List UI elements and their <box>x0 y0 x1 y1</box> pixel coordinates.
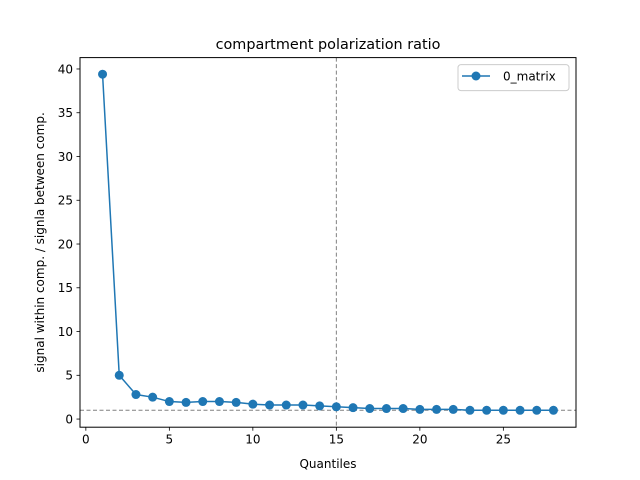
data-point <box>198 397 208 407</box>
axes-frame <box>79 57 577 428</box>
data-point <box>131 390 141 400</box>
legend-frame <box>457 64 570 92</box>
data-point <box>365 404 375 414</box>
y-tick-label: 40 <box>58 62 73 76</box>
data-point <box>381 404 391 414</box>
data-point <box>415 404 425 414</box>
data-point <box>248 399 258 409</box>
y-tick-label: 35 <box>58 106 73 120</box>
plot-area <box>80 57 576 428</box>
y-tick-label: 0 <box>65 412 73 426</box>
series-line <box>101 74 554 412</box>
y-tick-label: 10 <box>58 325 73 339</box>
x-tick-label: 20 <box>412 433 427 447</box>
y-tick-label: 20 <box>58 237 73 251</box>
data-point <box>148 392 158 402</box>
data-point <box>548 405 558 415</box>
chart-title: compartment polarization ratio <box>216 37 441 53</box>
data-point <box>231 397 241 407</box>
data-point <box>515 405 525 415</box>
data-point <box>214 397 224 407</box>
data-point <box>281 400 291 410</box>
data-point <box>532 405 542 415</box>
x-tick-label: 10 <box>245 433 260 447</box>
data-point <box>265 400 275 410</box>
data-point <box>298 400 308 410</box>
data-point <box>98 69 108 79</box>
data-point <box>398 404 408 414</box>
data-point <box>315 401 325 411</box>
data-point <box>498 405 508 415</box>
data-point <box>348 403 358 413</box>
data-point <box>164 397 174 407</box>
data-point <box>465 405 475 415</box>
y-tick-label: 30 <box>58 150 73 164</box>
y-tick-label: 15 <box>58 281 73 295</box>
x-tick-label: 15 <box>329 433 344 447</box>
y-tick-label: 25 <box>58 194 73 208</box>
data-point <box>331 402 341 412</box>
y-tick-label: 5 <box>65 369 73 383</box>
x-axis: 0 5 10 15 20 25 <box>82 427 511 447</box>
data-point <box>448 404 458 414</box>
x-tick-label: 5 <box>166 433 174 447</box>
legend: 0_matrix <box>457 64 570 92</box>
y-axis: 0 5 10 15 20 25 30 35 40 <box>58 62 80 426</box>
data-point <box>114 370 124 380</box>
y-axis-label: signal within comp. / signla between com… <box>33 112 47 372</box>
x-tick-label: 25 <box>496 433 511 447</box>
legend-label: 0_matrix <box>503 70 556 84</box>
data-point <box>432 404 442 414</box>
legend-marker-swatch <box>471 71 481 81</box>
data-point <box>482 405 492 415</box>
x-tick-label: 0 <box>82 433 90 447</box>
x-axis-label: Quantiles <box>299 457 356 471</box>
data-point <box>181 397 191 407</box>
